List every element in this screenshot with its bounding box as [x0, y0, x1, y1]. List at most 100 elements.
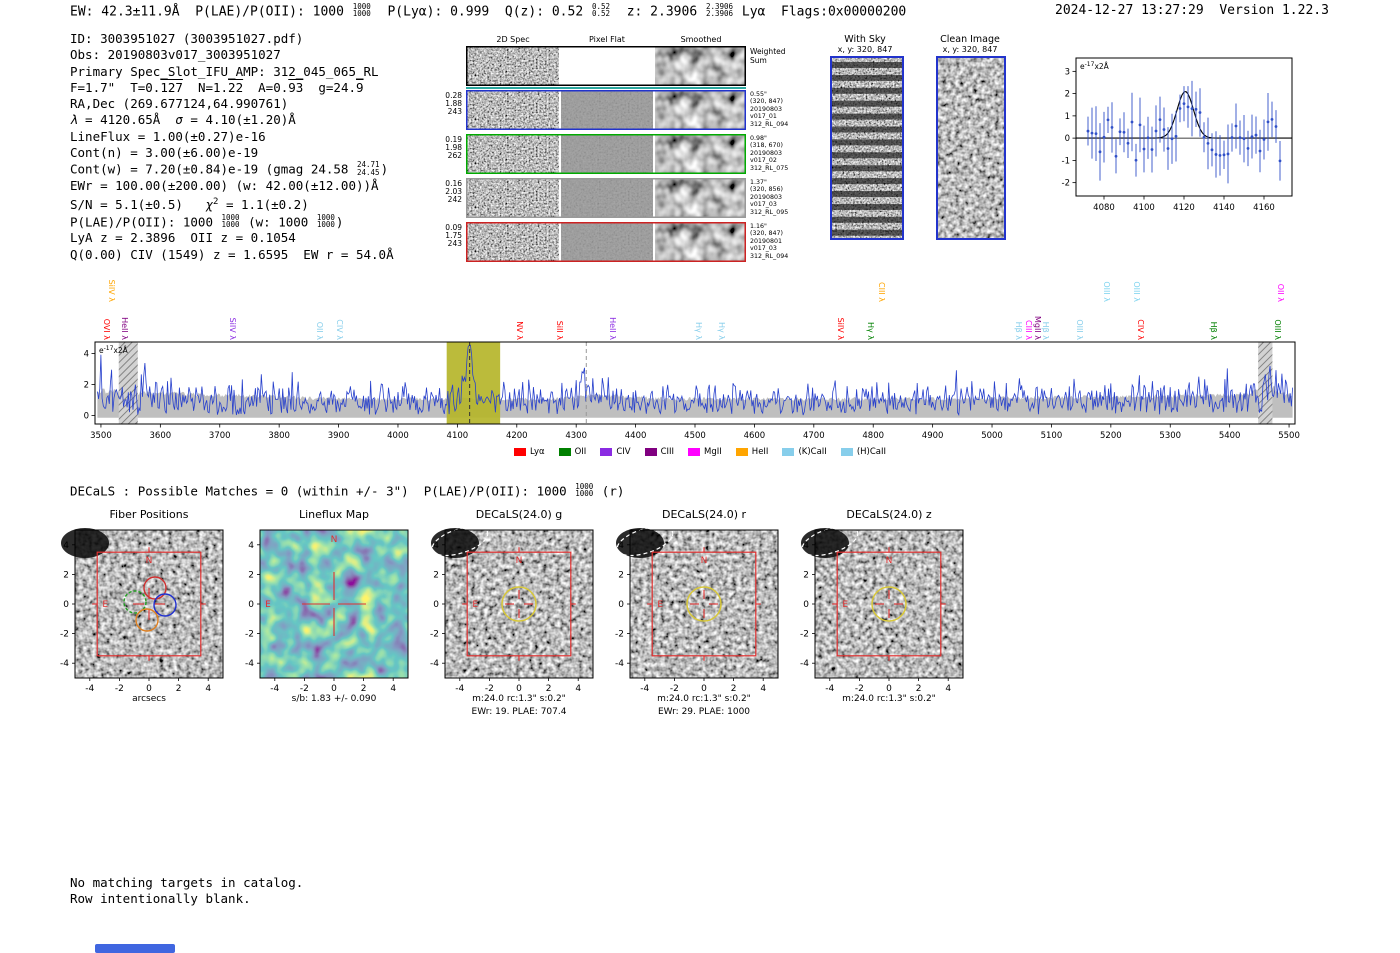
tick-label: 0 [803, 600, 809, 610]
text-segment: EWr = 100.00(±200.00) (w: 42.00(±12.00))… [70, 177, 379, 193]
tick-label: 4 [390, 684, 396, 694]
detection-info-block: ID: 3003951027 (3003951027.pdf) Obs: 2019… [70, 31, 394, 263]
legend-item-(H)CaII: (H)CaII [840, 447, 886, 457]
line-label-OIIIλ: OIII λ [1101, 281, 1111, 302]
tick-label: 4900 [922, 431, 944, 438]
legend-label: CIII [660, 447, 675, 457]
legend-swatch [735, 448, 748, 456]
tick-label: 5100 [1041, 431, 1063, 438]
sky-noise [832, 58, 902, 238]
legend-swatch [644, 448, 657, 456]
text-segment: RA,Dec (269.677124,64.990761) [70, 96, 289, 112]
cutout-title: DECaLS(24.0) z [846, 508, 932, 521]
pixelflat-texture [561, 179, 653, 217]
spec2d-strip [466, 134, 746, 174]
text-segment: g=24. [303, 79, 357, 95]
compass-east-label: E [842, 600, 848, 610]
data-point [1146, 136, 1150, 140]
spec2d-col-title-2dspec: 2D Spec [496, 35, 530, 44]
tick-label: -4 [800, 659, 809, 669]
fiber-circle [135, 608, 159, 632]
data-point [1270, 117, 1274, 121]
text-segment: Primary Spec_Slot_IFU_AMP: 312_045_065_R… [70, 63, 379, 79]
smoothed-cell [655, 135, 745, 173]
data-point [1134, 158, 1138, 162]
data-point [1250, 135, 1254, 138]
tick-label: -4 [640, 684, 649, 694]
cutout-subtext: m:24.0 rc:1.3" s:0.2" [842, 694, 936, 704]
tick-label: -4 [270, 684, 279, 694]
sky-dark-stripe [832, 165, 902, 172]
tick-label: 4300 [565, 431, 587, 438]
cutout-plot-0: N E -4 -4 -2 -2 0 0 2 2 4 4 [60, 528, 224, 694]
cutout-subtext: s/b: 1.83 +/- 0.090 [291, 694, 377, 704]
tick-label: 0 [433, 600, 439, 610]
tick-label: 0 [886, 684, 892, 694]
text-segment: = 4120.65Å [77, 112, 176, 128]
data-point [1106, 118, 1110, 122]
text-segment: Q(0.00) CIV (1549) z = 1.6595 EW r = 54.… [70, 246, 394, 262]
text-segment: 9 [356, 79, 364, 95]
tick-label: 5200 [1100, 431, 1122, 438]
header-stats: EW: 42.3±11.9Å P(LAE)/P(OII): 1000 1000 1… [70, 2, 906, 20]
text-segment: 93 [288, 79, 304, 95]
text-segment: Obs: 20190803v017_3003951027 [70, 47, 281, 63]
spec2d-row-meta: 1.37" (320, 856) 20190803 v017_03 312_RL_095 [750, 179, 789, 216]
data-point [1186, 105, 1190, 109]
tick-label: 4080 [1093, 203, 1115, 213]
cutout-title: DECaLS(24.0) r [661, 508, 747, 521]
legend-label: HeII [751, 447, 769, 457]
cutout-plot-1: N E -4 -4 -2 -2 0 0 2 2 4 4 [245, 529, 409, 694]
tick-label: 2 [1065, 90, 1070, 100]
line-label-SiIVλ: SiIV λ [107, 279, 117, 302]
strip-border [466, 222, 746, 262]
info-line: Cont(w) = 7.20(±0.84)e-19 (gmag 24.58 24… [70, 161, 394, 178]
legend-label: (K)CaII [798, 447, 827, 457]
data-point [1214, 153, 1218, 156]
tick-label: 4 [248, 541, 254, 551]
tick-label: 2 [731, 684, 737, 694]
masked-region [1258, 342, 1273, 424]
spec2d-col-title-pixelflat: Pixel Flat [589, 35, 625, 44]
bottom-blue-fragment [95, 944, 175, 953]
tick-label: 4 [618, 541, 624, 551]
sky-dark-stripe [832, 203, 902, 210]
decals-header: DECaLS : Possible Matches = 0 (within +/… [70, 483, 624, 499]
legend-label: OII [574, 447, 587, 457]
data-point [1170, 137, 1174, 141]
text-segment: χ [205, 197, 213, 213]
aperture-circle [871, 586, 907, 622]
spec2d-col-title-smoothed: Smoothed [680, 35, 722, 44]
spec2d-cell [467, 47, 559, 85]
tick-label: 0 [84, 411, 89, 421]
tick-label: 0 [516, 684, 522, 694]
cutout-subtext: EWr: 29. PLAE: 1000 [657, 707, 751, 717]
tick-label: -2 [115, 684, 124, 694]
data-point [1158, 118, 1162, 122]
data-point [1110, 126, 1114, 129]
tick-label: 4140 [1213, 203, 1235, 213]
data-point [1202, 135, 1206, 139]
cutout-title: Lineflux Map [298, 508, 370, 521]
text-segment: P(LAE)/P(OII): 1000 [70, 214, 221, 230]
text-segment: ) [335, 214, 344, 230]
stacked-fraction: 2.3906 2.3906 [705, 2, 734, 19]
tick-label: -4 [430, 659, 439, 669]
tick-label: 2 [84, 381, 89, 391]
info-line: λ = 4120.65Å σ = 4.10(±1.20)Å [70, 112, 394, 128]
text-segment: S/N = 5.1(±0.5) [70, 197, 206, 213]
tick-label: 4700 [803, 431, 825, 438]
text-segment: N=1. [182, 79, 229, 95]
info-line: ID: 3003951027 (3003951027.pdf) [70, 31, 394, 47]
data-point [1130, 120, 1134, 124]
data-point [1142, 147, 1146, 151]
data-point [1086, 129, 1090, 133]
pixelflat-texture [561, 223, 653, 261]
spec2d-row-meta: 0.98" (318, 670) 20190803 v017_02 312_RL_075 [750, 135, 789, 172]
stacked-fraction: 1000 1000 [221, 212, 240, 230]
compass-north-label: N [516, 556, 523, 566]
data-point [1190, 107, 1194, 111]
spec2d-row-values: 0.16 2.03 242 [445, 179, 462, 205]
legend-item-CIV: CIV [600, 447, 631, 457]
